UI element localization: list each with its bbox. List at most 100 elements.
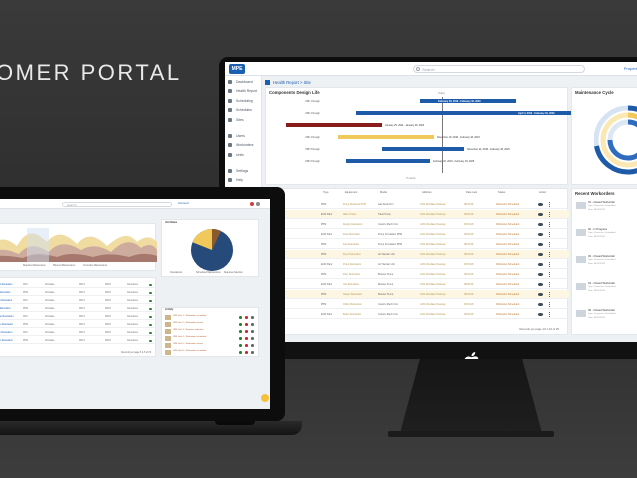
notification-icon[interactable] [250, 202, 254, 206]
table-row[interactable]: PPM Pump Redwood PPM Gas Dual Firm 1234 Wes… [266, 200, 569, 209]
app-logo[interactable]: MPE [229, 64, 245, 74]
back-icon[interactable] [265, 80, 270, 86]
recent-workorder-item[interactable]: 02 - In Progress Type: Corrective, Schedu… [576, 228, 637, 248]
table-cell: Unit Relocation [0, 307, 11, 310]
account-menu[interactable]: Property [623, 66, 637, 71]
table-cell: 08/13 [79, 291, 85, 294]
sidebar-item-sites[interactable]: Sites [225, 116, 261, 124]
more-icon[interactable] [251, 330, 254, 333]
gantt-bar[interactable] [346, 159, 430, 164]
table-cell-type: PPM [321, 243, 327, 246]
view-icon[interactable] [538, 262, 543, 266]
more-icon[interactable] [549, 282, 550, 287]
table-row[interactable]: Pump Relocation AHU Westlake 08/13 08/15 Sche… [0, 282, 157, 288]
sidebar-item-dashboard[interactable]: Dashboard [225, 78, 261, 86]
imac-stand [400, 359, 542, 433]
table-row[interactable]: PPM Design Relocation Custom Mech Unit 1234… [266, 220, 569, 229]
table-row[interactable]: ECR Plant Unit Relocation Booster Pump 1234… [266, 280, 569, 289]
table-cell: Westlake [45, 291, 55, 294]
more-icon[interactable] [549, 242, 550, 247]
sidebar-item-label: Help [236, 178, 243, 182]
table-row[interactable]: PPM Drier Relocation Booster Pump 1234 West… [266, 270, 569, 279]
more-icon[interactable] [549, 302, 550, 307]
recent-workorder-item[interactable]: 03 - Closed Workorder Type: Corrective, S… [576, 255, 637, 275]
view-icon[interactable] [538, 242, 543, 246]
sidebar-item-scheduling[interactable]: Scheduling [225, 97, 261, 105]
table-row[interactable]: ECR Plant Boiler Relocation Custom Mech Un… [266, 310, 569, 319]
activity-item[interactable]: VRF Unit 3 - Requires attention [165, 329, 257, 337]
table-row[interactable]: Unit Relocation PPM Westlake 08/13 08/15 Sche… [0, 306, 157, 312]
view-icon[interactable] [538, 312, 543, 316]
view-icon[interactable] [538, 232, 543, 236]
sidebar-item-workorders[interactable]: Workorders [225, 141, 261, 149]
sidebar-item-health-report[interactable]: Health Report [225, 87, 261, 95]
recent-item-type: Type: Corrective, Scheduled [588, 205, 616, 207]
gantt-bar[interactable] [382, 147, 464, 152]
view-icon[interactable] [538, 282, 543, 286]
activity-item[interactable]: VRF Unit 4 - Workorder scheduled [165, 336, 257, 344]
view-icon[interactable] [538, 202, 543, 206]
table-row[interactable]: Boiler Relocation AHU Westlake 08/13 08/15 Sc… [0, 330, 157, 336]
more-icon[interactable] [251, 316, 254, 319]
table-cell-model: Booster Pump [378, 273, 394, 276]
more-icon[interactable] [549, 212, 550, 217]
sidebar-item-settings[interactable]: Settings [225, 167, 261, 175]
table-row[interactable]: Chiller Relocation PPM Westlake 08/13 08/15 S… [0, 322, 157, 328]
recent-workorder-item[interactable]: 05 - Closed Workorder Type: Corrective, S… [576, 309, 637, 329]
view-icon[interactable] [538, 252, 543, 256]
table-row[interactable]: Tower Relocation PPM Westlake 08/13 08/15 Sch… [0, 338, 157, 344]
more-icon[interactable] [549, 232, 550, 237]
gantt-bar[interactable] [286, 123, 382, 128]
col-header: Address [422, 191, 432, 194]
laptop-search-input[interactable]: Search [62, 201, 172, 207]
table-row[interactable]: PPM Heater Relocation Booster Pump 1234 Wes… [266, 290, 569, 299]
search-input[interactable]: Search [413, 65, 585, 73]
table-row[interactable]: PPM Chiller Relocation Custom Mech Unit 123… [266, 300, 569, 309]
gantt-bar[interactable] [338, 135, 434, 140]
table-row[interactable]: PPM Dryer Relocation Air Handler Unit 1234 … [266, 250, 569, 259]
view-icon[interactable] [538, 302, 543, 306]
more-icon[interactable] [251, 323, 254, 326]
more-icon[interactable] [549, 272, 550, 277]
sidebar-item-units[interactable]: Units [225, 151, 261, 159]
activity-item[interactable]: VRF Unit 2 - Workorder closed [165, 322, 257, 330]
more-icon[interactable] [251, 344, 254, 347]
status-dot-icon [149, 331, 152, 334]
more-icon[interactable] [549, 222, 550, 227]
table-row[interactable]: ECR Plant Ware Hotelo Tilted Pump 1234 West… [266, 210, 569, 219]
table-row[interactable]: ECR Plant Pump Relocation Air Handler Unit… [266, 260, 569, 269]
table-row[interactable]: Fan Relocation PPM Westlake 08/13 08/15 Sched… [0, 290, 157, 296]
view-icon[interactable] [538, 222, 543, 226]
more-icon[interactable] [549, 312, 550, 317]
sidebar-item-users[interactable]: Users [225, 132, 261, 140]
more-icon[interactable] [549, 202, 550, 207]
activity-item[interactable]: VRF Unit 6 - Workorder scheduled [165, 350, 257, 358]
more-icon[interactable] [549, 252, 550, 257]
more-icon[interactable] [251, 351, 254, 354]
more-icon[interactable] [251, 337, 254, 340]
activity-item[interactable]: VRF Unit 1 - Workorder scheduled [165, 315, 257, 323]
view-icon[interactable] [538, 212, 543, 216]
laptop-account-menu[interactable]: Account [178, 201, 189, 205]
laptop-table-pager[interactable]: Records per page 5 1-5 of 25 [121, 352, 151, 354]
gantt-bar[interactable] [420, 99, 516, 104]
breadcrumb[interactable]: Health Report > Site [265, 79, 565, 86]
table-row[interactable]: Dryer Relocation AHU Westlake 08/13 08/15 Sch… [0, 298, 157, 304]
more-icon[interactable] [549, 292, 550, 297]
recent-workorder-item[interactable]: 04 - Closed Workorder Type: Corrective, S… [576, 282, 637, 302]
table-row[interactable]: PPM Fan Relocation Pump Circulation PPM 123… [266, 240, 569, 249]
floating-action-button[interactable] [261, 394, 269, 402]
view-icon[interactable] [538, 272, 543, 276]
profile-icon[interactable] [256, 202, 260, 206]
gantt-bar[interactable] [356, 111, 596, 116]
table-row[interactable]: Heater Relocation AHU Westlake 08/13 08/15 Sc… [0, 314, 157, 320]
recent-workorder-item[interactable]: 01 - Closed Workorder Type: Corrective, S… [576, 201, 637, 221]
table-pager[interactable]: Records per page 10 1-10 of 25 [519, 327, 560, 331]
sidebar-item-schedules[interactable]: Schedules [225, 106, 261, 114]
activity-item[interactable]: VRF Unit 5 - Workorder closed [165, 343, 257, 351]
more-icon[interactable] [549, 262, 550, 267]
view-icon[interactable] [538, 292, 543, 296]
table-cell-status: Workorder Scheduled [496, 243, 520, 246]
table-row[interactable]: ECR Plant Flow Relocation Pump Circulation… [266, 230, 569, 239]
sidebar-item-help[interactable]: Help [225, 176, 261, 184]
